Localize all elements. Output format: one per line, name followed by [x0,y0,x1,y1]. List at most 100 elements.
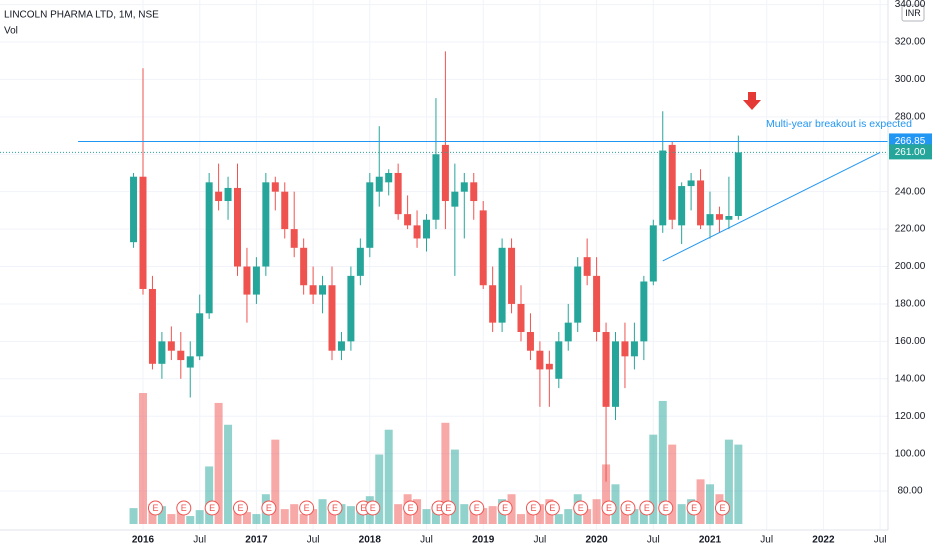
candle-body [375,176,383,192]
volume-bar [724,439,733,524]
earnings-label: E [332,503,338,513]
trendline [662,151,881,262]
earnings-marker [639,500,655,516]
earnings-label: E [719,503,725,513]
y-tick-label: 320.00 [895,37,926,48]
volume-bar [337,504,346,524]
volume-bar [318,499,327,524]
volume-bar [157,506,166,524]
annotation: Multi-year breakout is expected [766,118,912,130]
volume-bar [271,439,280,524]
y-tick-label: 200.00 [895,261,926,272]
candle-body [715,214,723,220]
volume-bar [394,504,403,524]
earnings-label: E [502,503,508,513]
volume-bar [233,508,242,524]
earnings-marker [403,500,419,516]
x-tick-label: 2018 [359,535,382,546]
earnings-marker [658,500,674,516]
currency-box[interactable] [901,4,925,22]
earnings-marker [686,500,702,516]
candle-body [725,216,733,220]
y-tick-label: 100.00 [895,448,926,459]
volume-bar [242,512,251,524]
y-tick-label: 160.00 [895,336,926,347]
volume-bar [630,509,639,524]
volume-bar [668,444,677,524]
earnings-marker [204,500,220,516]
candle-body [385,172,393,183]
volume-bar [224,424,233,524]
volume-bar [441,422,450,524]
earnings-marker [440,500,456,516]
volume-bar [554,514,563,524]
x-tick-label: 2017 [245,535,268,546]
candle-body [668,144,676,220]
candle-body [508,247,516,304]
candle-body [441,144,449,202]
x-tick-label: Jul [647,535,660,546]
earnings-label: E [474,503,480,513]
earnings-label: E [445,503,451,513]
y-tick-label: 340.00 [895,0,926,10]
earnings-label: E [606,503,612,513]
candle-body [536,350,544,370]
volume-bar [422,509,431,524]
earnings-marker [147,500,163,516]
earnings-marker [299,500,315,516]
candle-body [517,303,525,333]
candle-body [177,350,185,361]
x-tick-label: Jul [534,535,547,546]
candle-body [630,341,638,357]
volume-bar [517,514,525,524]
candle-body [271,182,279,192]
volume-bar [535,504,544,524]
symbol-title: LINCOLN PHARMA LTD, 1M, NSE [4,10,159,21]
candle-body [555,341,563,379]
candle-body [205,182,213,314]
candle-body [479,210,487,286]
candle-body [687,180,695,187]
volume-bar [195,510,204,524]
candle-body [413,225,421,239]
candle-body [300,247,308,286]
earnings-label: E [436,503,442,513]
candle-body [319,285,327,295]
earnings-label: E [237,503,243,513]
y-tick-label: 220.00 [895,224,926,235]
volume-bar [592,499,601,524]
candle-body [130,176,138,243]
volume-bar [583,509,592,524]
x-tick-label: Jul [760,535,773,546]
candle-body [196,313,204,357]
candle-body [621,341,629,357]
last-price-label: 261.00 [895,147,926,158]
earnings-label: E [266,503,272,513]
earnings-label: E [360,503,366,513]
volume-bar [602,464,611,524]
earnings-label: E [370,503,376,513]
x-tick-label: Jul [193,535,206,546]
currency[interactable]: INR [905,8,921,18]
candle-body [526,332,534,351]
volume-bar [375,454,384,524]
candle-body [583,257,591,276]
candle-body [489,285,497,323]
volume-bar [139,393,147,524]
x-tick-label: 2020 [585,535,608,546]
y-tick-label: 140.00 [895,373,926,384]
earnings-marker [327,500,343,516]
earnings-label: E [691,503,697,513]
candle-body [545,363,553,370]
candle-body [649,225,657,282]
volume-bar [526,509,535,524]
x-tick-label: Jul [307,535,320,546]
y-tick-label: 240.00 [895,186,926,197]
volume-bar [290,504,299,524]
earnings-marker [497,500,513,516]
earnings-label: E [663,503,669,513]
volume-bar [309,509,318,524]
y-tick-label: 80.00 [897,486,922,497]
candle-body [290,229,298,248]
